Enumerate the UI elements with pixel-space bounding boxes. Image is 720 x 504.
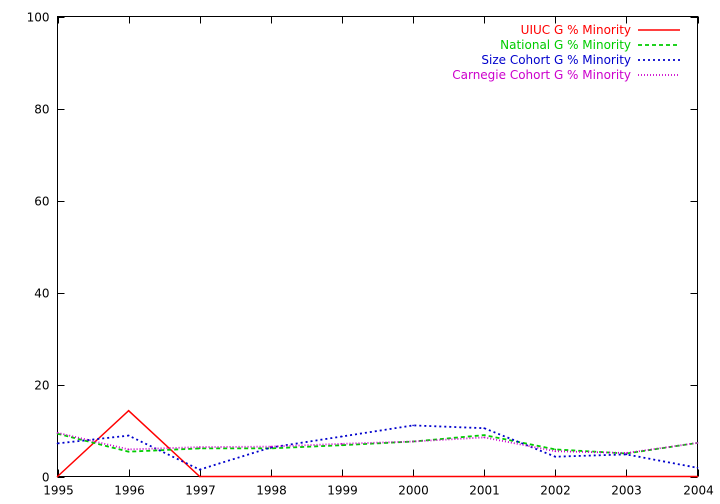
y-tick-label: 80 [34, 103, 49, 117]
y-tick-label: 40 [34, 287, 49, 301]
data-point [198, 446, 201, 448]
data-point [483, 434, 486, 436]
data-point [127, 434, 130, 437]
x-tick-label: 1998 [256, 484, 287, 498]
legend-label: National G % Minority [500, 38, 631, 52]
y-tick-label: 60 [34, 195, 49, 209]
data-point [625, 452, 628, 454]
legend-label: UIUC G % Minority [521, 23, 631, 37]
y-tick-label: 0 [42, 471, 50, 485]
data-point [341, 443, 343, 445]
data-point [198, 447, 201, 450]
data-point [198, 468, 201, 471]
series-line-4 [57, 431, 698, 454]
x-tick-label: 1996 [114, 484, 145, 498]
axis-ticks: 0 20 40 60 80 100 1995 1996 1997 1998 1999 2000 2001… [27, 11, 714, 498]
x-tick-label: 2001 [469, 484, 500, 498]
plot-frame [57, 16, 698, 477]
data-point [127, 409, 130, 412]
x-tick-label: 2000 [398, 484, 429, 498]
x-tick-label: 1997 [185, 484, 216, 498]
data-point [554, 475, 557, 478]
data-point [341, 475, 343, 478]
series-line-2 [57, 432, 698, 455]
data-point [625, 475, 628, 478]
data-point [56, 475, 59, 478]
data-point [696, 467, 699, 469]
x-tick-label: 2002 [540, 484, 571, 498]
data-point [56, 432, 59, 434]
data-point [127, 450, 130, 453]
data-point [483, 436, 486, 439]
data-point [270, 445, 272, 448]
data-point [341, 435, 343, 438]
data-point [412, 424, 414, 427]
data-point [198, 475, 201, 478]
data-point [341, 444, 343, 447]
data-point [625, 453, 628, 456]
data-point [270, 475, 272, 478]
data-point [554, 448, 557, 451]
data-point [554, 455, 557, 458]
x-tick-label: 2003 [611, 484, 642, 498]
legend-label: Size Cohort G % Minority [481, 53, 631, 67]
data-point [696, 475, 699, 478]
data-point [483, 475, 486, 478]
y-tick-label: 20 [34, 379, 49, 393]
data-point [483, 427, 486, 430]
data-point [554, 450, 557, 453]
data-point [696, 442, 699, 444]
series-line-3 [57, 424, 698, 471]
data-point [56, 442, 59, 445]
data-point [127, 448, 130, 451]
legend-label: Carnegie Cohort G % Minority [452, 68, 631, 82]
data-point [412, 440, 414, 443]
data-point [412, 475, 414, 478]
y-tick-label: 100 [27, 11, 50, 25]
x-tick-label: 2004 [683, 484, 714, 498]
x-tick-label: 1999 [327, 484, 358, 498]
x-tick-label: 1995 [43, 484, 74, 498]
series-layer [56, 409, 699, 478]
series-line-1 [56, 409, 698, 478]
